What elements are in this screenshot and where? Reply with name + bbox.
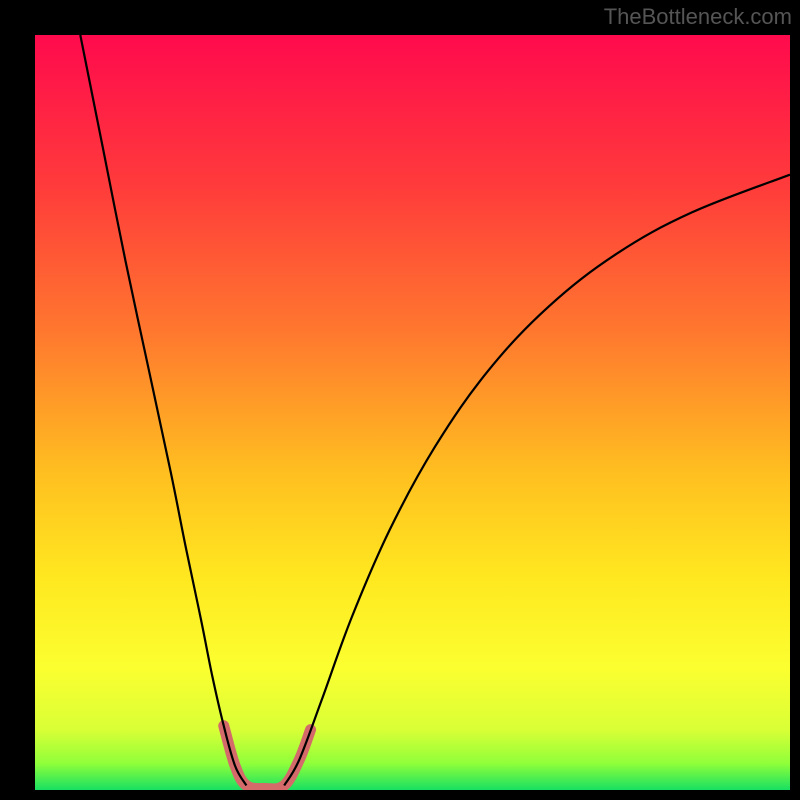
marker-band (224, 726, 311, 789)
curve-layer (35, 35, 790, 790)
right-curve (284, 175, 790, 786)
plot-area (35, 35, 790, 790)
watermark-text: TheBottleneck.com (604, 4, 792, 30)
left-curve (80, 35, 246, 785)
